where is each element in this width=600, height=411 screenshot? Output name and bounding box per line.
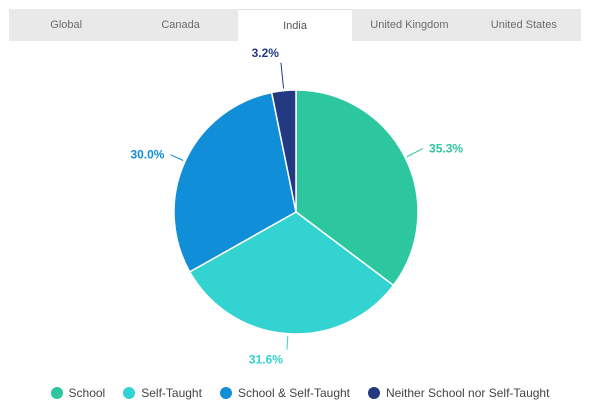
pie-slices (173, 89, 419, 335)
tab-united-states[interactable]: United States (490, 19, 557, 31)
pie-slice-neither[interactable] (270, 89, 297, 213)
tab-canada[interactable]: Canada (161, 19, 200, 31)
chart-legend: School Self-Taught School & Self-Taught … (0, 383, 600, 403)
leader-line-neither (280, 62, 285, 89)
legend-label-self-taught: Self-Taught (141, 386, 202, 400)
legend-item-self-taught[interactable]: Self-Taught (123, 386, 202, 400)
legend-label-neither: Neither School nor Self-Taught (386, 386, 550, 400)
data-label-school-and-self-taught: 30.0% (130, 148, 164, 162)
label-leaders (170, 62, 424, 350)
legend-item-neither[interactable]: Neither School nor Self-Taught (368, 386, 549, 400)
pie-slice-school[interactable] (295, 89, 419, 287)
pie-slice-self-taught[interactable] (188, 211, 395, 335)
leader-line-school (406, 148, 424, 158)
tab-global[interactable]: Global (50, 19, 83, 31)
legend-item-school-and-self-taught[interactable]: School & Self-Taught (219, 386, 351, 400)
tab-india[interactable]: India (237, 9, 353, 42)
data-labels: 35.3% 31.6% 30.0% 3.2% (130, 46, 463, 367)
data-label-neither: 3.2% (252, 46, 280, 60)
leader-line-school-and-self-taught (170, 154, 184, 161)
legend-label-school: School (68, 386, 106, 400)
legend-swatch-neither (368, 387, 381, 399)
pie-slice-school-and-self-taught[interactable] (173, 91, 297, 273)
legend-label-school-and-self-taught: School & Self-Taught (237, 386, 351, 400)
leader-line-self-taught (286, 335, 289, 350)
pie-chart: 35.3% 31.6% 30.0% 3.2% (130, 46, 463, 367)
region-tabs: Global Canada India United Kingdom Unite… (9, 9, 581, 42)
legend-swatch-school-and-self-taught (219, 387, 232, 399)
legend-swatch-school (50, 387, 63, 399)
tab-united-kingdom[interactable]: United Kingdom (370, 19, 449, 31)
legend-swatch-self-taught (123, 387, 136, 399)
legend-item-school[interactable]: School (50, 386, 106, 400)
data-label-school: 35.3% (429, 142, 463, 156)
data-label-self-taught: 31.6% (249, 353, 283, 367)
